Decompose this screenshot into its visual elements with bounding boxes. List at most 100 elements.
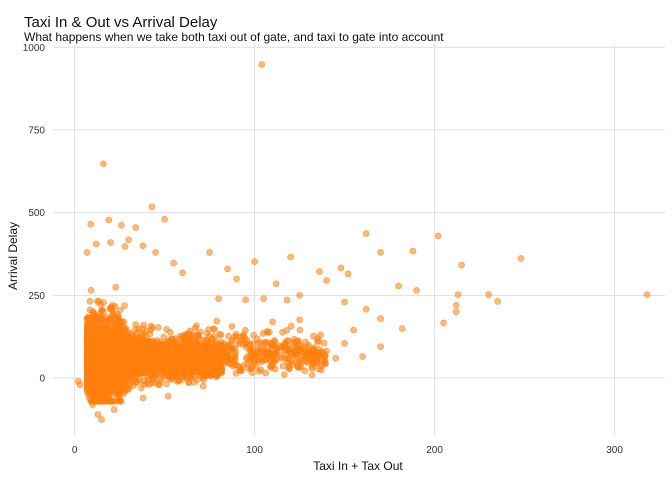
data-point [316, 268, 323, 275]
data-point [169, 335, 176, 343]
data-point [224, 265, 231, 273]
x-axis-label: Taxi In + Tax Out [313, 459, 403, 473]
data-point [90, 312, 97, 319]
data-point [162, 367, 170, 375]
x-tick-label: 100 [246, 445, 263, 456]
data-point [121, 243, 129, 250]
y-tick-label: 500 [28, 208, 45, 219]
data-point [269, 318, 276, 326]
data-point [89, 401, 96, 408]
data-point [98, 306, 106, 314]
data-point [130, 341, 137, 349]
data-point [301, 367, 309, 375]
data-point [181, 355, 188, 362]
data-point [458, 261, 465, 269]
data-point [170, 259, 177, 267]
data-point [152, 249, 159, 256]
data-point [305, 358, 312, 365]
chart-title: Taxi In & Out vs Arrival Delay [24, 14, 218, 31]
data-point [173, 363, 180, 370]
data-point [296, 326, 304, 334]
y-tick-label: 750 [28, 126, 45, 137]
data-point [105, 339, 113, 347]
data-point [377, 315, 384, 322]
data-point [218, 359, 225, 366]
data-point [247, 365, 255, 373]
data-point [182, 337, 190, 345]
data-point [91, 370, 98, 377]
y-tick-labels: 0 250 500 750 1000 [23, 43, 46, 385]
data-point [323, 277, 330, 284]
data-point [204, 346, 211, 354]
data-point [344, 270, 352, 278]
data-point [183, 364, 190, 372]
data-point [106, 387, 113, 395]
data-point [308, 363, 316, 370]
data-point [350, 326, 357, 334]
data-point [206, 249, 213, 256]
data-point [111, 302, 119, 310]
data-point [398, 325, 406, 332]
data-point [137, 349, 145, 357]
data-point [172, 342, 179, 349]
data-point [114, 371, 122, 378]
data-point [135, 370, 142, 378]
data-point [287, 349, 294, 357]
data-point [289, 340, 297, 348]
data-point [128, 331, 136, 339]
data-point [341, 340, 348, 347]
data-point [308, 371, 316, 379]
data-point [115, 316, 122, 324]
data-point [161, 216, 168, 223]
data-point [94, 411, 102, 418]
data-point [102, 321, 109, 329]
data-point [120, 341, 127, 349]
data-point [97, 329, 104, 337]
data-point [121, 325, 128, 333]
chart-subtitle: What happens when we take both taxi out … [24, 30, 444, 44]
data-point [269, 353, 277, 360]
data-point [242, 296, 249, 304]
data-point [139, 394, 147, 402]
y-tick-label: 0 [39, 374, 45, 385]
y-tick-label: 1000 [23, 43, 46, 54]
data-point [202, 371, 210, 379]
data-point [494, 298, 501, 305]
data-point [94, 376, 101, 384]
data-point [261, 341, 269, 349]
data-point [283, 296, 291, 304]
data-point [148, 203, 156, 211]
data-point [283, 327, 291, 334]
data-point [251, 359, 258, 367]
data-point [111, 335, 119, 343]
data-point [193, 322, 200, 330]
data-point [452, 301, 460, 309]
data-point [395, 282, 402, 290]
data-point [83, 249, 91, 256]
data-point [150, 361, 157, 369]
data-point [96, 320, 104, 327]
data-point [143, 340, 151, 348]
data-point [409, 247, 417, 255]
data-point [225, 356, 233, 364]
data-point [87, 358, 95, 366]
data-point [285, 337, 292, 345]
data-point [233, 361, 240, 369]
data-point [100, 160, 107, 168]
data-point [121, 378, 128, 385]
data-point [440, 319, 447, 327]
data-point [261, 348, 268, 356]
data-point [225, 347, 233, 355]
data-point [269, 341, 277, 349]
x-tick-labels: 0 100 200 300 [72, 445, 624, 456]
data-point [278, 343, 285, 351]
data-point [101, 368, 109, 376]
data-point [163, 380, 170, 388]
x-tick-label: 0 [72, 445, 78, 456]
data-point [260, 295, 267, 303]
data-point [155, 357, 163, 365]
data-point [332, 354, 339, 362]
data-point [138, 337, 146, 345]
data-point [195, 363, 202, 371]
data-point [118, 222, 125, 229]
